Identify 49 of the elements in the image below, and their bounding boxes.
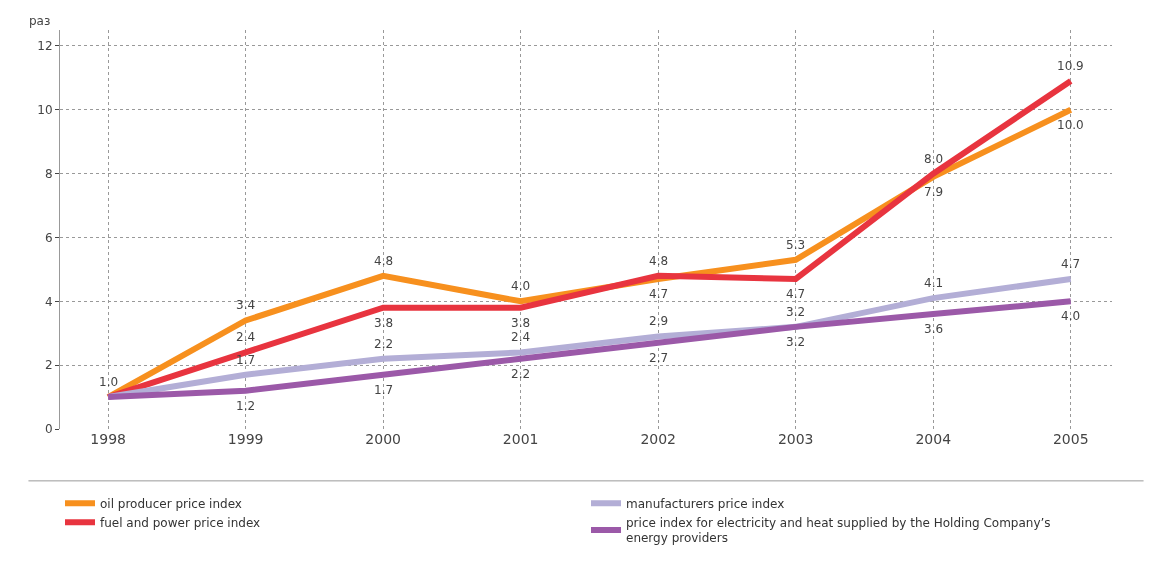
- legend-label: oil producer price index: [100, 497, 242, 512]
- data-label: 3.6: [924, 322, 944, 336]
- y-tick-label: 0: [44, 422, 53, 437]
- data-label: 4.8: [374, 254, 394, 268]
- x-tick-label: 2004: [915, 431, 952, 447]
- x-tick-label: 1998: [90, 431, 126, 447]
- data-label: 2.2: [511, 367, 531, 381]
- y-tick-label: 4: [44, 294, 53, 309]
- data-label: 3.8: [374, 316, 394, 330]
- data-label: 1.7: [374, 383, 394, 397]
- data-label: 10.0: [1057, 118, 1084, 132]
- data-label: 2.2: [374, 337, 394, 351]
- data-label: 1.0: [99, 375, 119, 389]
- legend-label: fuel and power price index: [100, 516, 261, 531]
- y-tick-label: 8: [44, 166, 53, 181]
- data-label: 4.0: [1061, 309, 1081, 323]
- x-tick-label: 2003: [777, 431, 814, 447]
- data-label: 4.8: [649, 254, 669, 268]
- data-label: 7.9: [924, 185, 944, 199]
- data-label: 2.4: [511, 330, 531, 344]
- data-label: 4.7: [649, 287, 669, 301]
- x-tick-label: 2001: [502, 431, 539, 447]
- data-label: 3.2: [786, 335, 806, 349]
- data-label: 10.9: [1057, 59, 1084, 73]
- data-label: 2.9: [649, 314, 669, 328]
- y-axis-title: раз: [29, 14, 51, 28]
- x-tick-label: 2005: [1052, 431, 1089, 447]
- data-label: 1.2: [236, 399, 256, 413]
- data-label: 1.7: [236, 353, 256, 367]
- data-label: 3.8: [511, 316, 531, 330]
- data-label: 8.0: [924, 152, 944, 166]
- data-label: 2.4: [236, 330, 256, 344]
- x-tick-label: 2002: [640, 431, 677, 447]
- data-label: 4.7: [786, 287, 806, 301]
- data-label: 4.1: [924, 276, 944, 290]
- x-tick-label: 2000: [365, 431, 401, 447]
- legend-label: manufacturers price index: [626, 497, 785, 512]
- data-label: 3.2: [786, 305, 806, 319]
- x-tick-label: 1999: [227, 431, 264, 447]
- data-label: 4.0: [511, 279, 531, 293]
- data-label: 5.3: [786, 238, 806, 252]
- data-label: 2.7: [649, 351, 669, 365]
- data-label: 3.4: [236, 298, 256, 312]
- y-tick-label: 2: [44, 358, 53, 373]
- legend-label: price index for electricity and heat supplied by the Holding Company’s energy providers: [626, 515, 1051, 546]
- data-label: 4.7: [1061, 257, 1081, 271]
- y-tick-label: 6: [44, 230, 53, 245]
- y-tick-label: 10: [37, 103, 53, 117]
- y-tick-label: 12: [37, 39, 53, 54]
